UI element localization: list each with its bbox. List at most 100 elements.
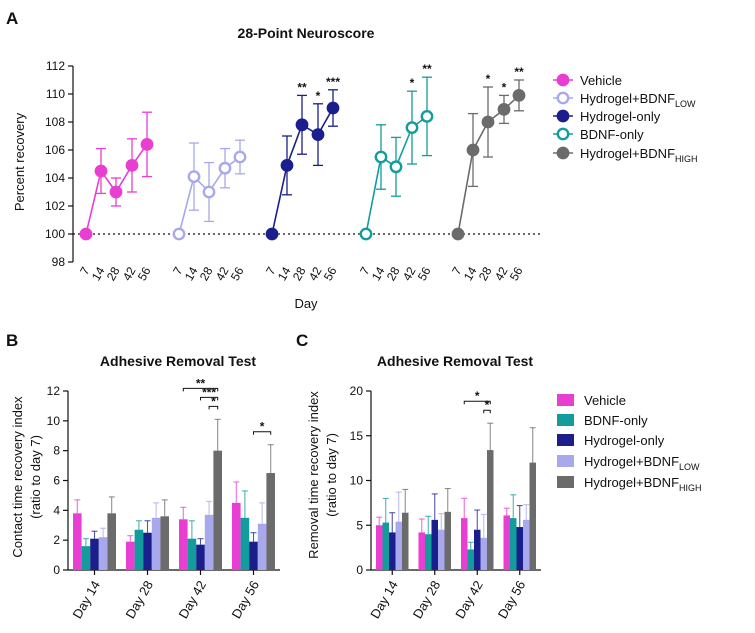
neuroscore-legend-label-base: Hydrogel+BDNF <box>580 146 675 161</box>
removal-time-category-label: Day 28 <box>410 578 444 621</box>
bar-legend-swatch <box>557 434 574 446</box>
contact-time-y-axis-label: Contact time recovery index <box>10 396 25 558</box>
contact-time-bar <box>266 473 275 570</box>
contact-time-bar <box>81 546 91 570</box>
removal-time-bar <box>444 511 451 570</box>
neuroscore-x-tick-label: 28 <box>290 264 309 283</box>
neuroscore-data-point <box>280 158 294 172</box>
bar-legend-item: Vehicle <box>557 393 626 408</box>
contact-time-bar <box>126 541 135 570</box>
neuroscore-legend-item: Hydrogel+BDNFHIGH <box>553 146 698 164</box>
neuroscore-data-point <box>451 227 465 241</box>
removal-time-bar <box>516 527 523 570</box>
neuroscore-legend-marker <box>556 127 570 141</box>
removal-time-bar <box>402 512 409 570</box>
bar-legend-swatch <box>557 414 574 426</box>
contact-time-significance-bracket <box>200 396 219 401</box>
neuroscore-x-tick-label: 42 <box>492 264 511 283</box>
neuroscore-legend-label: Hydrogel+BDNFLOW <box>580 91 696 109</box>
contact-time-category-label: Day 56 <box>229 578 263 621</box>
removal-time-y-tick-label: 10 <box>350 474 364 488</box>
neuroscore-x-tick-label: 56 <box>415 264 434 283</box>
bar-legend-item: Hydrogel-only <box>557 433 665 448</box>
contact-time-category-label: Day 28 <box>123 578 157 621</box>
neuroscore-data-point <box>374 150 388 164</box>
contact-time-y-tick-label: 0 <box>53 563 60 577</box>
removal-time-bar <box>480 537 487 570</box>
removal-time-bar <box>510 518 517 570</box>
neuroscore-legend-label-base: Hydrogel+BDNF <box>580 91 675 106</box>
contact-time-bar <box>73 513 82 570</box>
neuroscore-x-tick-label: 56 <box>135 264 154 283</box>
neuroscore-y-tick-label: 102 <box>45 199 65 213</box>
neuroscore-data-point <box>79 227 93 241</box>
bar-legend-label-base: Hydrogel+BDNF <box>584 475 679 490</box>
neuroscore-data-point <box>497 103 511 116</box>
neuroscore-x-tick-label: 42 <box>400 264 419 283</box>
removal-time-bar <box>418 532 425 570</box>
bar-legend-label: Vehicle <box>584 393 626 408</box>
neuroscore-x-tick-label: 14 <box>182 264 201 283</box>
removal-time-y-axis-label: Removal time recovery index <box>306 391 321 559</box>
contact-time-category-label: Day 14 <box>70 578 104 621</box>
neuroscore-y-tick-label: 100 <box>45 227 65 241</box>
bar-legend-label: Hydrogel-only <box>584 433 665 448</box>
bar-legend-label-base: Hydrogel-only <box>584 433 665 448</box>
neuroscore-significance-stars: * <box>486 72 491 86</box>
neuroscore-x-tick-label: 28 <box>104 264 123 283</box>
contact-time-bar-chart: Adhesive Removal Test Contact time recov… <box>10 353 280 621</box>
neuroscore-data-point <box>202 185 216 199</box>
contact-time-bar <box>240 517 250 570</box>
neuroscore-x-tick-label: 14 <box>89 264 108 283</box>
contact-time-bar <box>249 541 258 570</box>
removal-time-bar <box>467 549 474 570</box>
contact-time-bar <box>107 513 116 570</box>
panel-letter-a: A <box>6 9 18 28</box>
contact-time-y-tick-label: 8 <box>53 444 60 458</box>
contact-time-bar <box>213 450 222 570</box>
neuroscore-legend-label: Vehicle <box>580 73 622 88</box>
contact-time-bar <box>232 502 241 570</box>
neuroscore-data-point <box>420 110 434 123</box>
neuroscore-y-tick-label: 110 <box>46 87 65 101</box>
contact-time-bar <box>160 516 169 570</box>
neuroscore-data-point <box>109 185 123 199</box>
neuroscore-legend-marker <box>556 73 570 87</box>
neuroscore-legend-label: Hydrogel-only <box>580 109 661 124</box>
neuroscore-data-point <box>218 161 232 175</box>
neuroscore-x-tick-label: 28 <box>197 264 216 283</box>
neuroscore-x-tick-label: 14 <box>369 264 388 283</box>
neuroscore-significance-stars: ** <box>514 65 524 79</box>
bar-legend-label: Hydrogel+BDNFHIGH <box>584 475 702 493</box>
neuroscore-data-point <box>512 89 526 102</box>
neuroscore-legend-item: Vehicle <box>553 73 622 88</box>
neuroscore-significance-stars: * <box>502 80 507 94</box>
neuroscore-data-point <box>140 137 154 151</box>
neuroscore-legend-label-base: Vehicle <box>580 73 622 88</box>
neuroscore-y-tick-label: 104 <box>45 171 65 185</box>
removal-time-y-tick-label: 20 <box>350 384 364 398</box>
removal-time-significance-stars: * <box>475 389 480 403</box>
neuroscore-legend-item: BDNF-only <box>553 127 644 142</box>
neuroscore-significance-stars: * <box>410 76 415 90</box>
neuroscore-data-point <box>172 227 186 241</box>
neuroscore-data-point <box>233 150 247 164</box>
bar-legend-swatch <box>557 455 574 467</box>
contact-time-significance-stars: ** <box>196 376 206 390</box>
contact-time-y-tick-label: 2 <box>53 533 60 547</box>
neuroscore-legend-label-subscript: LOW <box>675 99 696 109</box>
removal-time-bar <box>376 525 383 570</box>
contact-time-bar <box>143 532 152 570</box>
removal-time-y-axis-label-2: (ratio to day 7) <box>324 433 339 517</box>
removal-time-significance-bracket <box>463 400 491 405</box>
bar-legend-label: BDNF-only <box>584 413 648 428</box>
neuroscore-data-point <box>359 227 373 241</box>
contact-time-bar <box>134 529 144 570</box>
removal-time-category-label: Day 56 <box>495 578 529 621</box>
removal-time-title: Adhesive Removal Test <box>377 353 533 369</box>
